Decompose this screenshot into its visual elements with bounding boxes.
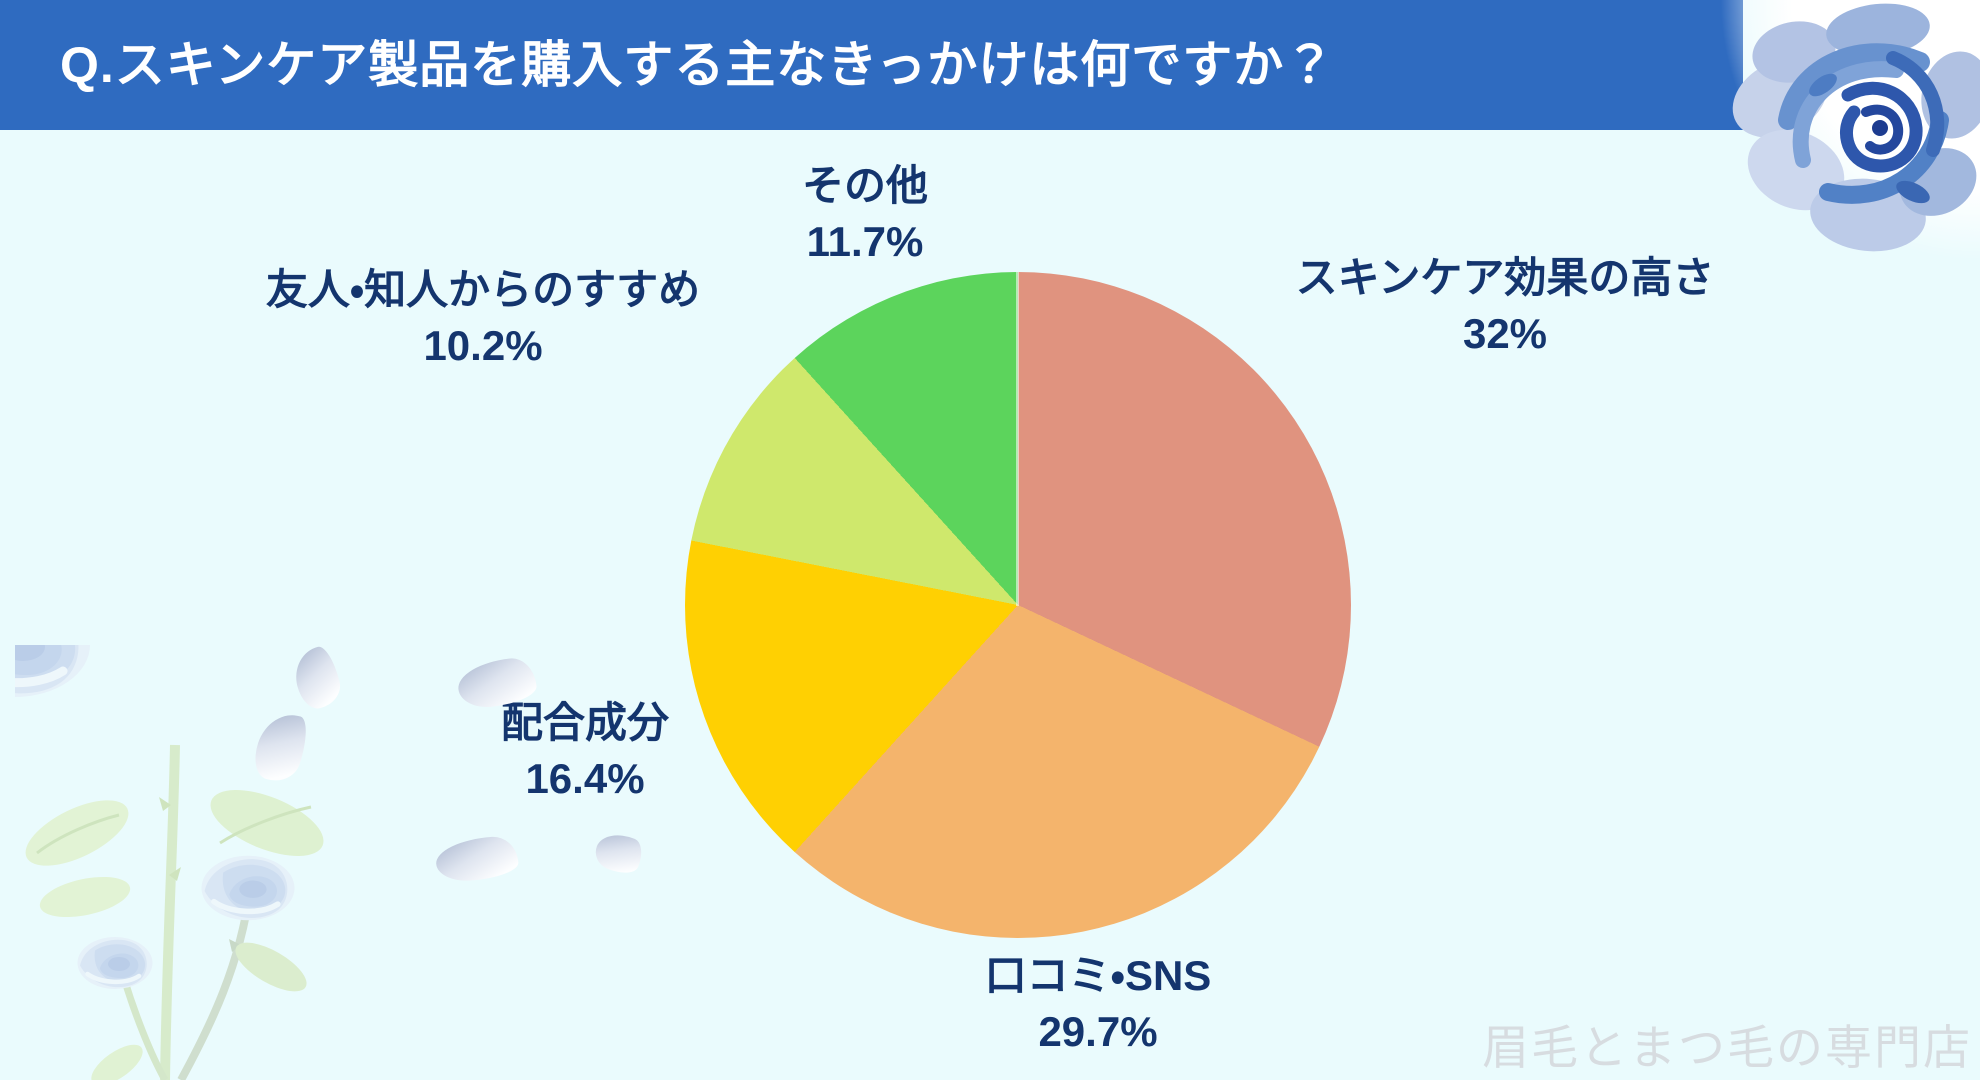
petal-decoration [434, 835, 520, 883]
slice-label-text: 口コミ・SNS [984, 952, 1212, 999]
slice-percent-text: 10.2% [423, 322, 543, 369]
slice-label-text: 配合成分 [500, 699, 670, 746]
slice-label-skincare-effect: スキンケア効果の高さ 32% [1296, 250, 1715, 362]
rose-illustration-icon [1732, 3, 1980, 252]
slice-label-sonota: その他 11.7% [802, 158, 928, 270]
rose-decoration-top-right [1710, 0, 1980, 310]
slice-percent-text: 32% [1462, 310, 1548, 357]
rose-bouquet-decoration [15, 645, 324, 1080]
slice-label-friend-recommendation: 友人・知人からのすすめ 10.2% [266, 262, 700, 374]
slice-percent-text: 11.7% [806, 218, 924, 265]
slice-label-text: その他 [801, 162, 929, 209]
question-title: Q.スキンケア製品を購入する主なきっかけは何ですか？ [60, 37, 1336, 93]
slice-label-kuchikomi-sns: 口コミ・SNS 29.7% [985, 948, 1212, 1060]
petal-decoration [590, 826, 648, 880]
slice-label-text: スキンケア効果の高さ [1295, 254, 1715, 301]
pie-top-divider-line [1016, 272, 1019, 606]
slice-label-haigou-seibun: 配合成分 16.4% [501, 695, 669, 807]
slice-label-text: 友人・知人からのすすめ [265, 266, 701, 313]
slice-percent-text: 16.4% [525, 755, 645, 802]
slice-percent-text: 29.7% [1038, 1008, 1158, 1055]
question-header-bar: Q.スキンケア製品を購入する主なきっかけは何ですか？ [0, 0, 1743, 130]
shop-watermark: 眉毛とまつ毛の専門店 [1482, 1021, 1972, 1074]
